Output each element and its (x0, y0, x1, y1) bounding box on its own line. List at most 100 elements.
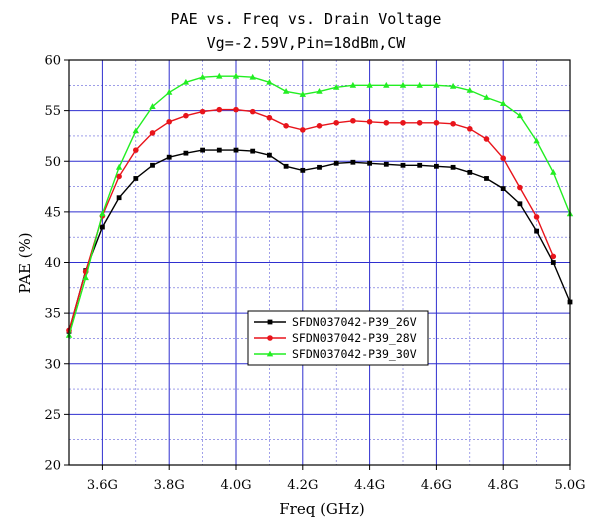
data-point (350, 117, 356, 124)
data-point (300, 127, 306, 133)
data-point (450, 120, 456, 127)
y-tick-label: 55 (44, 104, 61, 119)
data-point (500, 186, 506, 191)
data-point (533, 214, 540, 220)
data-point (467, 126, 473, 132)
data-point (282, 87, 290, 94)
data-point (433, 119, 440, 126)
data-point (133, 147, 139, 153)
x-tick-label: 4.0G (220, 478, 251, 493)
plot-frame (68, 59, 571, 466)
data-point (400, 162, 406, 168)
data-point (383, 81, 390, 88)
legend-label: SFDN037042-P39_28V (292, 331, 417, 345)
data-point (417, 162, 423, 168)
y-tick-label: 30 (44, 357, 61, 372)
data-point (416, 119, 423, 126)
y-tick-label: 25 (44, 408, 61, 423)
series-line (68, 149, 571, 332)
data-point (166, 118, 172, 125)
y-tick-label: 60 (44, 54, 61, 69)
series-lines (65, 72, 574, 338)
data-point (416, 81, 423, 88)
data-point (299, 91, 306, 97)
data-point (316, 87, 323, 94)
data-point (132, 127, 139, 134)
data-point (149, 103, 156, 109)
data-point (116, 195, 122, 201)
data-point (233, 106, 239, 113)
data-point (367, 160, 372, 166)
data-point (183, 112, 189, 119)
x-tick-label: 3.8G (154, 478, 185, 493)
data-point (166, 154, 172, 160)
data-point (433, 81, 440, 88)
data-point (300, 167, 306, 173)
data-point (232, 72, 240, 79)
y-tick-label: 20 (44, 459, 61, 474)
data-point (266, 78, 273, 85)
data-point (383, 161, 389, 167)
series-2 (66, 106, 557, 334)
x-tick-label: 4.4G (354, 478, 385, 493)
legend: SFDN037042-P39_26V SFDN037042-P39_28V SFDN… (247, 310, 429, 366)
data-point (267, 152, 272, 158)
data-point (317, 164, 322, 170)
data-point (534, 228, 539, 234)
data-point (366, 81, 373, 88)
y-axis-label: PAE (%) (16, 232, 34, 293)
series-line (68, 75, 571, 336)
legend-entry: SFDN037042-P39_28V (254, 331, 417, 345)
data-point (199, 108, 206, 115)
x-tick-label: 4.6G (421, 478, 452, 493)
data-point (115, 163, 123, 170)
data-point (100, 224, 105, 230)
data-point (283, 123, 289, 129)
data-point (550, 253, 557, 260)
data-point (500, 100, 507, 106)
chart-subtitle: Vg=-2.59V,Pin=18dBm,CW (207, 34, 407, 52)
legend-entry: SFDN037042-P39_30V (254, 347, 417, 361)
legend-label: SFDN037042-P39_26V (292, 315, 417, 329)
y-tick-label: 40 (44, 256, 61, 271)
data-point (249, 108, 256, 115)
data-point (500, 155, 507, 162)
data-point (550, 260, 556, 265)
axis-ticks: 20 25 30 35 40 45 50 55 60 3.6G 3.8G 4.0G 4.2G 4.4G 4.… (44, 54, 585, 494)
data-point (434, 163, 439, 169)
data-point (250, 148, 256, 154)
data-point (216, 147, 222, 153)
data-point (450, 164, 456, 170)
grid-lines (69, 60, 570, 465)
legend-label: SFDN037042-P39_30V (292, 347, 417, 361)
data-point (199, 73, 206, 80)
chart-title: PAE vs. Freq vs. Drain Voltage (171, 10, 442, 28)
data-point (216, 72, 223, 79)
data-point (266, 114, 273, 121)
data-point (349, 81, 357, 88)
y-tick-label: 45 (44, 205, 61, 220)
data-point (350, 159, 356, 165)
data-point (216, 106, 223, 113)
data-point (166, 89, 173, 95)
data-point (267, 319, 273, 325)
data-point (550, 168, 557, 175)
data-point (316, 123, 323, 129)
data-point (233, 147, 239, 153)
data-point (449, 82, 457, 89)
data-point (182, 78, 190, 85)
data-point (149, 130, 156, 136)
x-tick-label: 4.8G (488, 478, 519, 493)
x-axis-label: Freq (GHz) (279, 500, 365, 518)
data-point (116, 173, 122, 180)
y-tick-label: 35 (44, 307, 61, 322)
data-point (267, 335, 273, 341)
data-point (517, 184, 523, 191)
series-3 (65, 72, 574, 338)
x-tick-label: 4.2G (287, 478, 318, 493)
data-point (99, 210, 106, 217)
data-point (183, 150, 189, 156)
x-tick-label: 5.0G (554, 478, 585, 493)
data-point (82, 274, 89, 281)
